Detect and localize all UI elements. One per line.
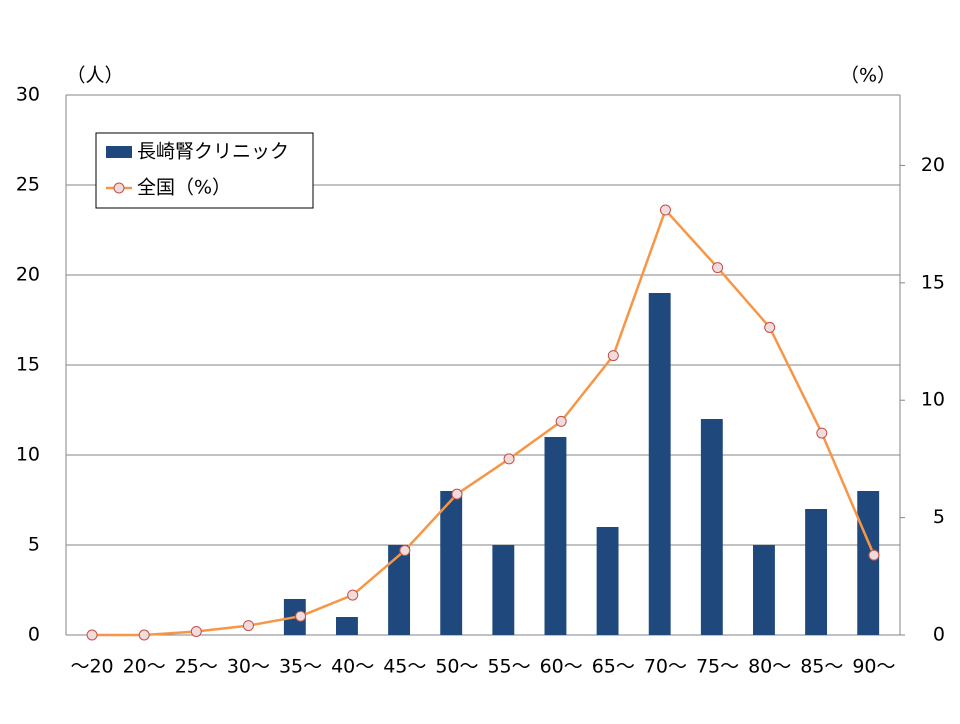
bar [440,491,463,635]
y2-tick-label: 10 [921,389,945,411]
y-axis-label: （人） [66,65,123,87]
y2-tick-label: 15 [921,271,945,293]
bar [492,545,515,635]
bar [857,491,880,635]
bar [805,509,828,635]
x-tick-label: 60～ [540,656,583,678]
x-tick-label: 35～ [279,656,322,678]
legend-marker [113,182,125,194]
line-marker [399,544,411,556]
y-tick-label: 30 [16,84,40,106]
line-marker [86,629,98,641]
line-marker [451,488,463,500]
y-tick-label: 25 [16,174,40,196]
y2-tick-label: 5 [933,506,945,528]
y-tick-label: 10 [16,444,40,466]
legend-swatch [106,146,132,158]
x-tick-label: 40～ [331,656,374,678]
x-tick-label: 70～ [644,656,687,678]
x-tick-label: 85～ [800,656,843,678]
line-marker [659,204,671,216]
y-tick-label: 0 [28,624,40,646]
bar [753,545,775,635]
y2-axis-label: （%） [840,65,896,87]
bar [388,545,411,635]
line-marker [347,589,359,601]
line-marker [868,549,880,561]
line-marker [190,625,202,637]
y2-tick-label: 20 [921,154,945,176]
bar [648,293,671,635]
x-tick-label: 30～ [227,656,270,678]
line-marker [295,610,307,622]
legend-label: 全国（%） [137,177,231,199]
x-tick-label: 50～ [435,656,478,678]
x-tick-label: 20～ [123,656,166,678]
x-tick-label: 65～ [592,656,635,678]
x-tick-label: 45～ [383,656,426,678]
x-tick-label: 90～ [852,656,895,678]
bar [596,527,619,635]
y-tick-label: 20 [16,264,40,286]
legend-label: 長崎腎クリニック [137,141,289,163]
line-marker [816,427,828,439]
x-tick-label: 55～ [487,656,530,678]
line-marker [764,321,776,333]
line-marker [555,415,567,427]
x-tick-label: 25～ [175,656,218,678]
line-marker [607,350,619,362]
x-tick-label: 80～ [748,656,791,678]
x-tick-label: 75～ [696,656,739,678]
line-marker [503,453,515,465]
bar [544,437,567,635]
legend-box [95,132,314,209]
line-marker [242,620,254,632]
y-tick-label: 15 [16,354,40,376]
line-marker [138,629,150,641]
x-tick-label: ～20 [70,656,113,678]
y-tick-label: 5 [28,534,40,556]
line-marker [712,262,724,274]
bar [336,617,358,635]
y2-tick-label: 0 [933,624,945,646]
bar [700,419,723,635]
line [92,207,876,637]
